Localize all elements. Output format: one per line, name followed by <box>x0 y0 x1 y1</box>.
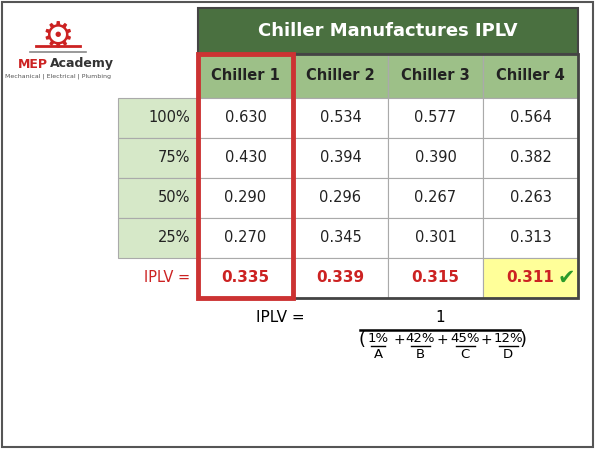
Text: 0.335: 0.335 <box>221 270 270 286</box>
Text: 1: 1 <box>435 311 445 326</box>
Text: C: C <box>461 348 469 361</box>
Text: 0.345: 0.345 <box>320 230 361 246</box>
Text: ✔: ✔ <box>558 268 575 288</box>
Bar <box>388 218 483 258</box>
Bar <box>293 138 388 178</box>
Bar <box>483 98 578 138</box>
Text: +: + <box>481 333 492 347</box>
Text: 0.267: 0.267 <box>415 190 456 206</box>
Text: B: B <box>415 348 425 361</box>
Bar <box>293 54 388 98</box>
Bar <box>388 98 483 138</box>
Bar <box>198 8 578 54</box>
Text: 0.577: 0.577 <box>415 110 456 126</box>
Text: 0.382: 0.382 <box>509 150 552 166</box>
Text: (: ( <box>359 331 365 349</box>
Text: 0.630: 0.630 <box>224 110 267 126</box>
Bar <box>293 218 388 258</box>
Text: A: A <box>374 348 383 361</box>
Bar <box>198 54 578 298</box>
Bar <box>198 218 293 258</box>
Text: 0.270: 0.270 <box>224 230 267 246</box>
Text: 0.311: 0.311 <box>506 270 555 286</box>
Text: 0.301: 0.301 <box>415 230 456 246</box>
Text: 0.564: 0.564 <box>509 110 552 126</box>
Text: ): ) <box>519 331 527 349</box>
Bar <box>388 54 483 98</box>
Text: 100%: 100% <box>148 110 190 126</box>
Bar <box>388 138 483 178</box>
Bar <box>388 258 483 298</box>
Bar <box>118 178 198 218</box>
Text: 0.313: 0.313 <box>510 230 552 246</box>
Text: D: D <box>503 348 513 361</box>
Bar <box>483 218 578 258</box>
Text: 0.315: 0.315 <box>412 270 459 286</box>
Bar <box>483 54 578 98</box>
Text: +: + <box>393 333 405 347</box>
Text: 12%: 12% <box>493 333 523 345</box>
Text: IPLV =: IPLV = <box>256 311 305 326</box>
Bar <box>118 218 198 258</box>
Text: Academy: Academy <box>50 57 114 70</box>
Bar <box>118 98 198 138</box>
Text: 0.296: 0.296 <box>320 190 362 206</box>
Bar <box>198 54 293 98</box>
Text: 0.390: 0.390 <box>415 150 456 166</box>
Text: 75%: 75% <box>158 150 190 166</box>
Bar <box>198 98 293 138</box>
Text: IPLV =: IPLV = <box>144 270 190 286</box>
Text: 0.339: 0.339 <box>317 270 365 286</box>
Text: 25%: 25% <box>158 230 190 246</box>
Text: 42%: 42% <box>405 333 435 345</box>
Text: 0.263: 0.263 <box>509 190 552 206</box>
Text: 50%: 50% <box>158 190 190 206</box>
Text: Chiller 4: Chiller 4 <box>496 69 565 84</box>
Bar <box>293 98 388 138</box>
Text: MEP: MEP <box>18 57 48 70</box>
Bar <box>118 138 198 178</box>
Text: 0.534: 0.534 <box>320 110 361 126</box>
Bar <box>388 178 483 218</box>
Text: Chiller 2: Chiller 2 <box>306 69 375 84</box>
Bar <box>198 258 293 298</box>
Text: 0.394: 0.394 <box>320 150 361 166</box>
Text: ⚙: ⚙ <box>42 19 74 53</box>
Bar <box>293 258 388 298</box>
Text: 1%: 1% <box>368 333 389 345</box>
Bar <box>198 54 293 298</box>
Text: Mechanical | Electrical | Plumbing: Mechanical | Electrical | Plumbing <box>5 73 111 79</box>
Text: +: + <box>437 333 448 347</box>
Bar <box>198 138 293 178</box>
Bar <box>293 178 388 218</box>
Text: 0.430: 0.430 <box>224 150 267 166</box>
Bar <box>483 178 578 218</box>
Bar <box>483 138 578 178</box>
Bar <box>483 258 578 298</box>
Text: Chiller 3: Chiller 3 <box>401 69 470 84</box>
Text: 0.290: 0.290 <box>224 190 267 206</box>
Text: Chiller Manufactures IPLV: Chiller Manufactures IPLV <box>258 22 518 40</box>
Text: Chiller 1: Chiller 1 <box>211 69 280 84</box>
Bar <box>198 178 293 218</box>
Text: 45%: 45% <box>450 333 480 345</box>
